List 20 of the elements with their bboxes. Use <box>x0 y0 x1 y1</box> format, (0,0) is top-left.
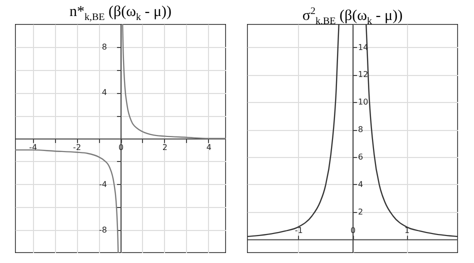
y-tick-label: 6 <box>358 152 364 162</box>
y-tick-label: 4 <box>102 88 107 98</box>
y-tick-label: 10 <box>358 98 368 107</box>
y-tick-label: 8 <box>102 42 107 52</box>
x-tick-label: 4 <box>206 143 212 152</box>
y-tick-label: -4 <box>99 180 107 189</box>
line-series <box>122 24 226 140</box>
y-tick-label: 8 <box>358 125 364 134</box>
line-series <box>247 24 340 238</box>
x-tick-label: 2 <box>162 143 168 152</box>
y-tick-label: 2 <box>358 207 364 216</box>
x-tick-label: -4 <box>29 143 38 152</box>
chart-title: σ$^{2}$$_{k,BE}$ (β(ω$_{k}$ - μ)) <box>301 5 404 27</box>
y-tick-label: 4 <box>358 180 364 189</box>
y-tick-label: -8 <box>99 226 107 235</box>
x-tick-label: -2 <box>73 143 82 152</box>
x-tick-label: -1 <box>294 226 303 235</box>
y-tick-label: 12 <box>358 70 368 80</box>
chart-title: n*$_{k,BE}$ (β(ω$_{k}$ - μ)) <box>68 3 173 24</box>
line-series <box>15 149 119 253</box>
